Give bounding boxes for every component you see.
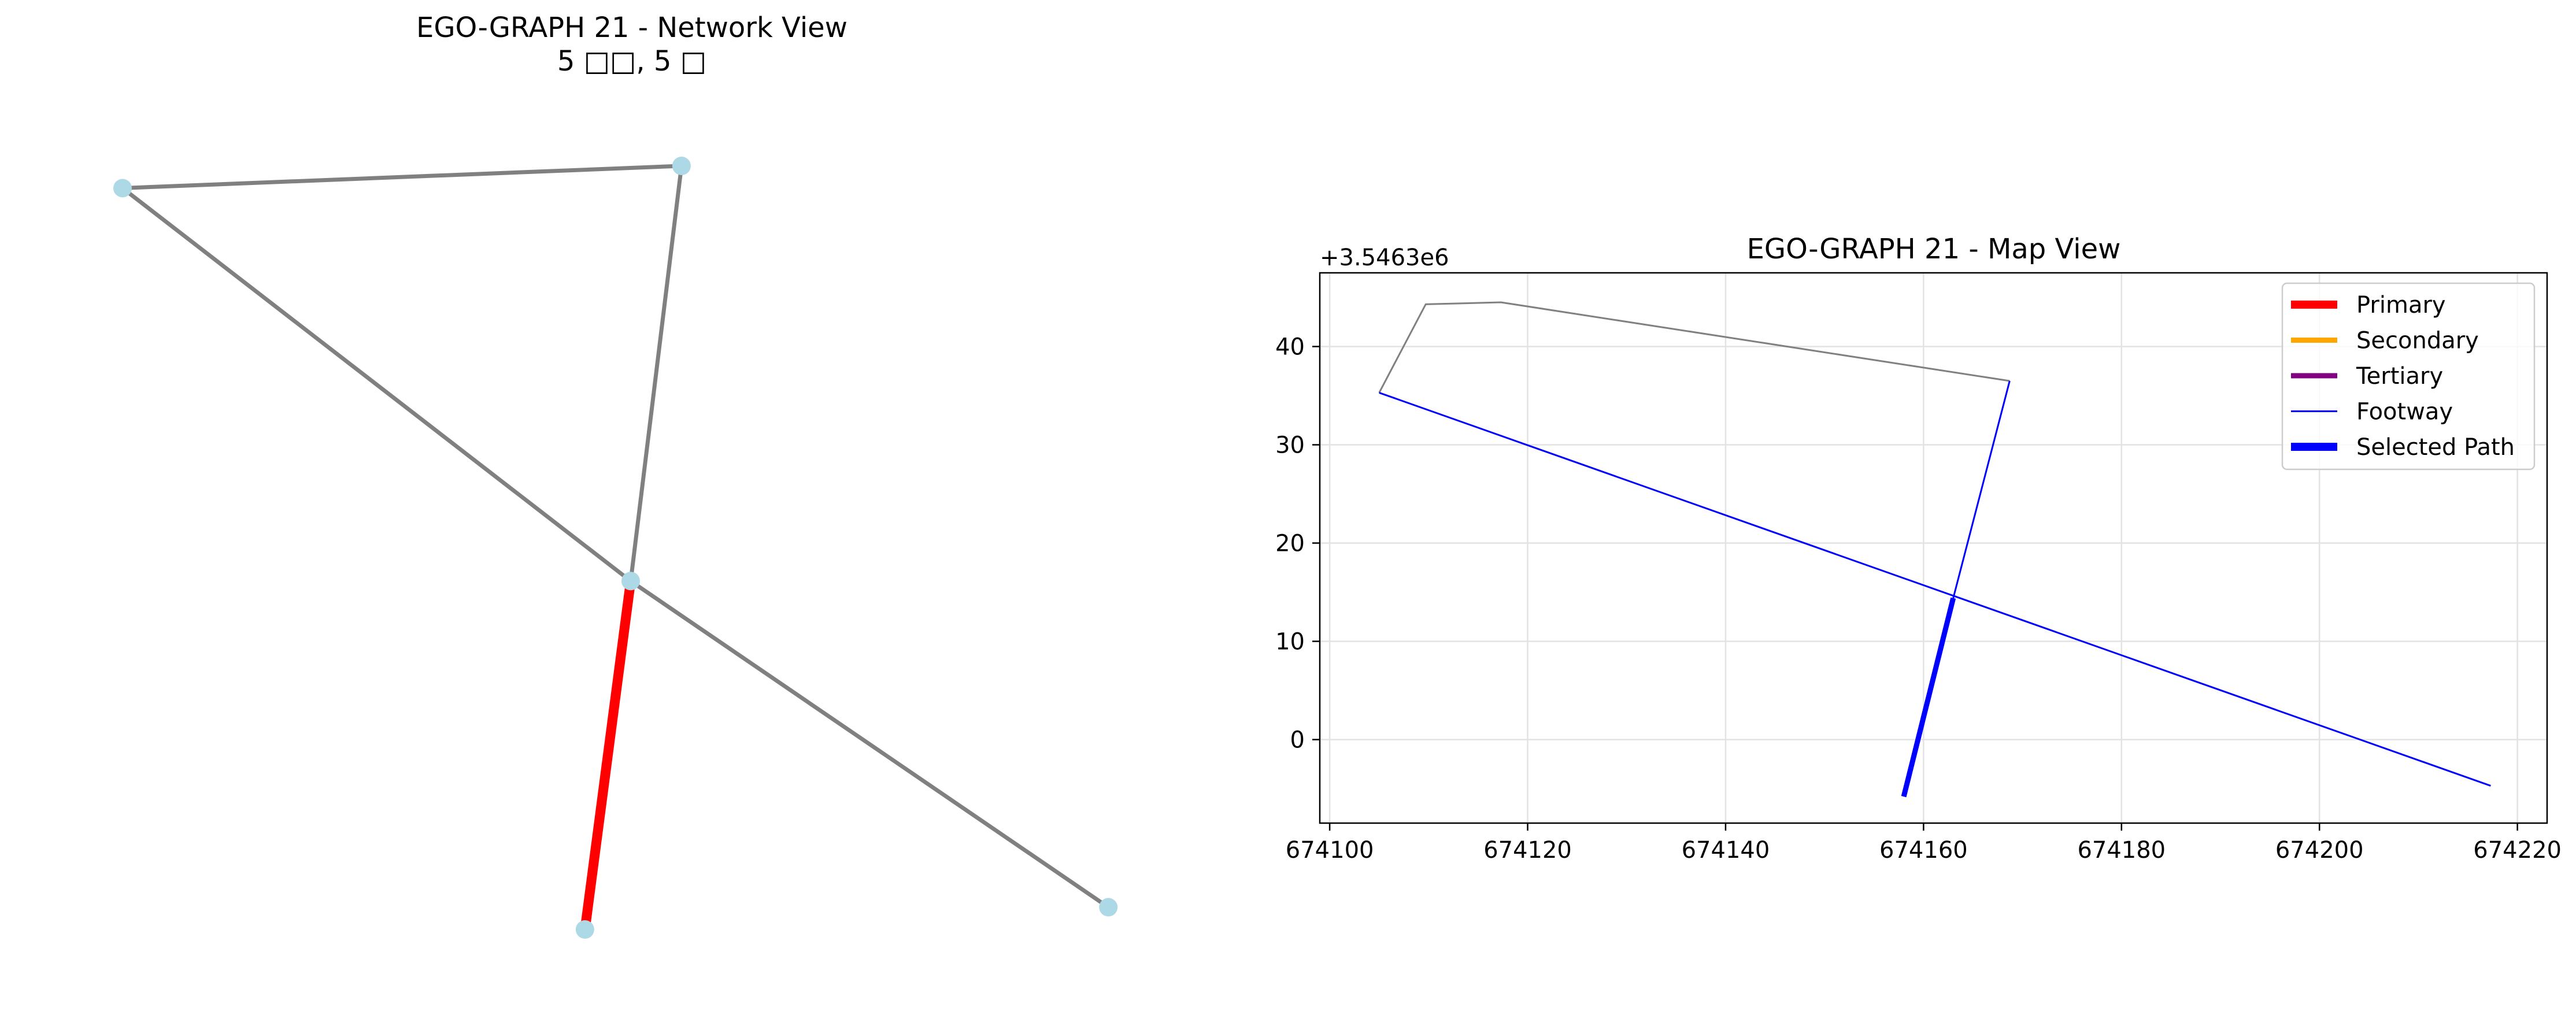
selected-path-line [1901, 597, 1956, 798]
y-offset-label: +3.5463e6 [1320, 245, 1449, 271]
network-edge [628, 165, 684, 581]
map-lines [1378, 301, 2491, 798]
network-node [621, 572, 640, 591]
network-node [1099, 898, 1118, 917]
legend-label: Tertiary [2356, 363, 2443, 390]
network-edge-highlighted [580, 580, 636, 931]
network-view-panel: EGO-GRAPH 21 - Network View 5 □□, 5 □ [113, 12, 1118, 939]
y-tick-label: 40 [1275, 334, 1305, 361]
x-tick-label: 674160 [1879, 837, 1968, 864]
map-legend: Primary Secondary Tertiary Footway Selected … [2281, 282, 2536, 471]
network-view-subtitle: 5 □□, 5 □ [557, 45, 706, 77]
x-tick-label: 674200 [2275, 837, 2364, 864]
map-view-panel: EGO-GRAPH 21 - Map View +3.5463e6 674100… [1275, 233, 2562, 864]
legend-label: Footway [2356, 399, 2453, 425]
x-tick-label: 674120 [1483, 837, 1572, 864]
x-tick-label: 674180 [2077, 837, 2166, 864]
network-node [113, 179, 132, 198]
y-tick-label: 10 [1275, 629, 1305, 655]
legend-box [2281, 282, 2536, 471]
y-tick-label: 20 [1275, 531, 1305, 557]
network-edges [121, 164, 1110, 931]
network-edge [122, 164, 682, 190]
network-node [575, 920, 594, 939]
y-tick-label: 30 [1275, 432, 1305, 459]
road-line [1378, 301, 2010, 394]
y-tick-label: 0 [1290, 727, 1305, 754]
network-node [672, 157, 691, 175]
x-tick-label: 674100 [1286, 837, 1374, 864]
x-tick-label: 674140 [1682, 837, 1770, 864]
network-view-title: EGO-GRAPH 21 - Network View [416, 12, 847, 44]
network-edge [121, 186, 632, 583]
x-axis-ticks: 674100 674120 674140 674160 674180 674200 6742… [1286, 823, 2562, 864]
legend-label: Primary [2356, 292, 2446, 318]
x-tick-label: 674220 [2473, 837, 2562, 864]
map-axes-frame [1319, 272, 2548, 824]
network-edge [630, 579, 1110, 909]
map-view-title: EGO-GRAPH 21 - Map View [1747, 233, 2121, 265]
legend-label: Selected Path [2356, 434, 2515, 461]
legend-label: Secondary [2356, 328, 2479, 354]
y-axis-ticks: 0 10 20 30 40 [1275, 334, 1320, 754]
footway-line [1952, 380, 2011, 599]
footway-line [1379, 391, 2491, 787]
network-nodes [113, 157, 1118, 939]
